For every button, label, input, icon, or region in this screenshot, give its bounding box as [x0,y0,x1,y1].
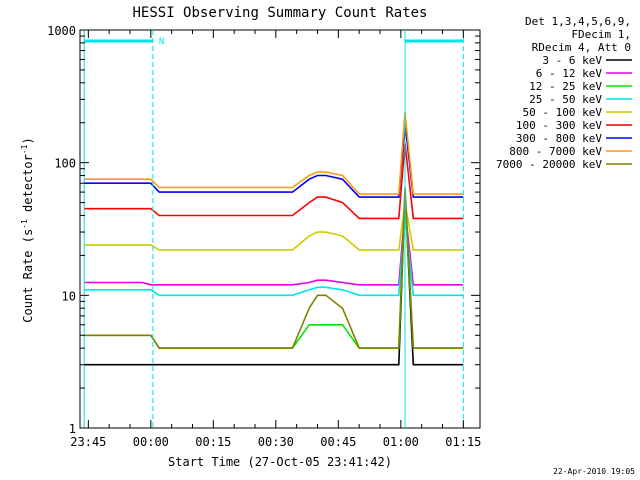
plot-frame [79,29,481,429]
legend-label-0: 3 - 6 keV [542,54,602,67]
y-tick-label-3: 1000 [47,24,76,38]
legend-label-2: 12 - 25 keV [529,80,602,93]
x-tick-label-0: 23:45 [70,435,106,449]
x-axis: 23:45 00:00 00:15 00:30 00:45 01:00 01:15 [70,30,481,449]
vline-layer: N [83,30,464,428]
legend-label-5: 100 - 300 keV [516,119,602,132]
legend-label-6: 300 - 800 keV [516,132,602,145]
x-tick-label-1: 00:00 [133,435,169,449]
x-tick-label-5: 01:00 [383,435,419,449]
y-axis-label-main: Count Rate (s [21,229,35,323]
chart-title: HESSI Observing Summary Count Rates [132,5,427,21]
y-axis-label: Count Rate (s-1 detector-1) [20,137,35,322]
series-line-6 [84,122,464,198]
y-axis-label-sup2: -1 [20,144,29,154]
x-tick-label-4: 00:45 [320,435,356,449]
y-tick-label-1: 10 [62,289,76,303]
series-line-0 [84,192,464,366]
legend-label-3: 25 - 50 keV [529,93,602,106]
timestamp: 22-Apr-2010 19:05 [553,467,635,476]
series-line-8 [84,187,464,349]
night-label: N [159,37,164,47]
legend: Det 1,3,4,5,6,9,FDecim 1,RDecim 4, Att 0… [496,15,632,171]
series-line-5 [84,143,464,220]
series-line-3 [84,215,464,297]
y-axis: 1 10 100 1000 [47,24,480,436]
legend-label-4: 50 - 100 keV [523,106,603,119]
legend-label-1: 6 - 12 keV [536,67,603,80]
series-line-7 [84,112,464,195]
y-axis-label-mid: detector [21,154,35,219]
x-tick-label-2: 00:15 [195,435,231,449]
legend-label-7: 800 - 7000 keV [509,145,602,158]
series-line-1 [84,208,464,286]
y-axis-label-sup1: -1 [20,219,29,229]
y-tick-label-0: 1 [69,422,76,436]
x-axis-label: Start Time (27-Oct-05 23:41:42) [168,455,392,469]
legend-label-8: 7000 - 20000 keV [496,158,602,171]
legend-header-line-0: Det 1,3,4,5,6,9, [525,15,631,28]
series-line-4 [84,202,464,251]
legend-header-line-2: RDecim 4, Att 0 [532,41,631,54]
y-tick-label-2: 100 [54,157,76,171]
legend-header-line-1: FDecim 1, [571,28,631,41]
y-axis-label-end: ) [21,137,35,144]
x-tick-label-6: 01:15 [445,435,481,449]
x-tick-label-3: 00:30 [258,435,294,449]
series-layer [84,112,464,366]
